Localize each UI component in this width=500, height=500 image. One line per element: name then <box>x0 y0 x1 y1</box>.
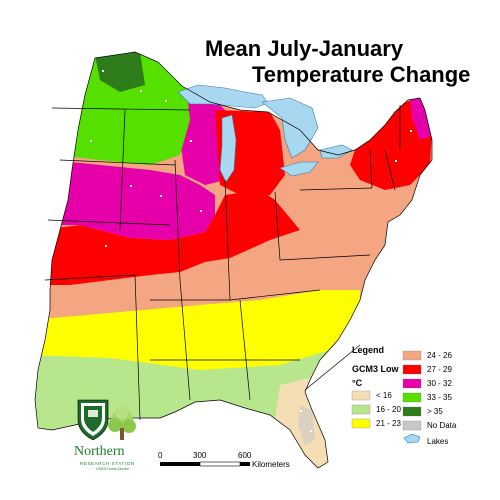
scale-tick-600: 600 <box>238 451 252 460</box>
legend-label-lakes: Lakes <box>427 437 449 446</box>
scale-tick-0: 0 <box>158 451 163 460</box>
tree-logo <box>108 405 136 440</box>
logo-research-station: RESEARCH STATION <box>80 461 135 466</box>
legend-label-16-20: 16 - 20 <box>376 405 401 414</box>
lake-erie <box>279 161 319 177</box>
great-lakes <box>177 84 353 183</box>
scale-unit: Kilometers <box>252 460 290 469</box>
scale-tick-300: 300 <box>193 451 207 460</box>
map-title-line2: Temperature Change <box>252 62 471 87</box>
legend-heading: Legend <box>352 345 385 355</box>
legend-label-30-32: 30 - 32 <box>427 379 452 388</box>
legend-label-33-35: 33 - 35 <box>427 393 452 402</box>
logo-agency: USDA Forest Service <box>96 467 130 471</box>
legend-label-lt16: < 16 <box>376 391 392 400</box>
map-title-line1: Mean July-January <box>205 36 404 61</box>
band-30-32 <box>45 160 215 240</box>
legend-swatches <box>351 350 422 444</box>
lake-huron <box>261 97 319 159</box>
legend-label-gt35: > 35 <box>427 407 443 416</box>
band-27-29 <box>40 190 300 285</box>
legend-label-27-29: 27 - 29 <box>427 365 452 374</box>
usda-shield-logo <box>77 399 109 441</box>
no-data-cells <box>60 70 412 432</box>
lake-michigan <box>219 114 237 183</box>
legend-scenario: GCM3 Low <box>352 364 399 374</box>
legend-label-21-23: 21 - 23 <box>376 419 401 428</box>
legend-label-24-26: 24 - 26 <box>427 351 452 360</box>
legend-unit: °C <box>352 378 363 388</box>
scale-bar <box>160 461 250 467</box>
logo-northern: Northern <box>74 444 125 459</box>
legend-label-no-data: No Data <box>427 421 457 430</box>
state-borders <box>34 51 433 469</box>
band-gt-35 <box>95 52 145 92</box>
lake-ontario <box>319 144 353 159</box>
